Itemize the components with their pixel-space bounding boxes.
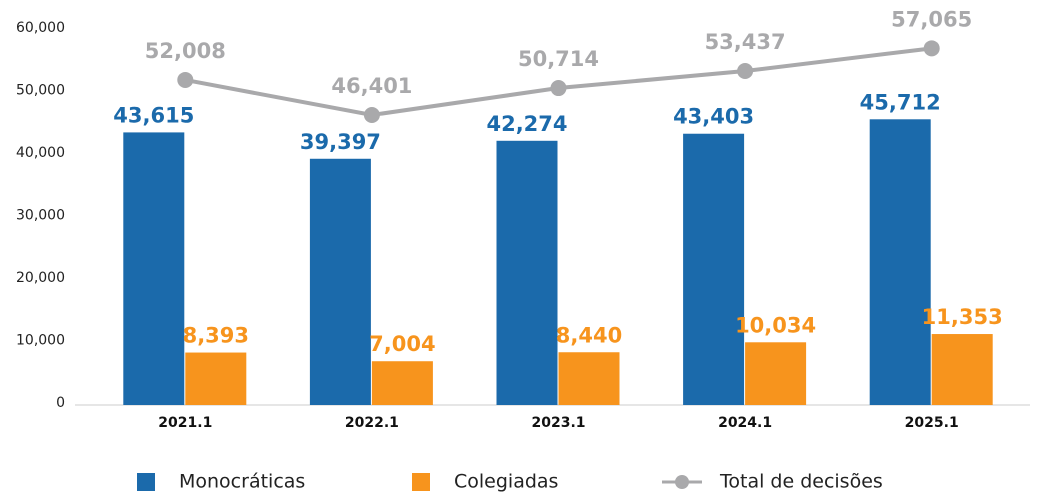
data-label: 42,274 — [486, 112, 567, 136]
bar — [185, 352, 247, 405]
bar — [309, 158, 371, 405]
x-tick-label: 2021.1 — [158, 415, 212, 431]
data-label: 52,008 — [145, 39, 226, 63]
bar — [931, 334, 993, 405]
data-label: 46,401 — [331, 74, 412, 98]
data-label: 43,615 — [113, 103, 194, 127]
legend-swatch — [137, 473, 155, 491]
data-label: 7,004 — [369, 332, 435, 356]
y-tick-label: 40,000 — [16, 145, 65, 161]
x-tick-label: 2023.1 — [531, 415, 585, 431]
data-label: 11,353 — [922, 305, 1003, 329]
legend-marker — [675, 475, 689, 489]
x-tick-label: 2025.1 — [905, 415, 959, 431]
line-point — [923, 40, 940, 57]
x-tick-label: 2022.1 — [345, 415, 399, 431]
legend-label: Monocráticas — [179, 471, 305, 493]
data-label: 50,714 — [518, 47, 599, 71]
line-point — [363, 106, 380, 123]
bar — [123, 132, 185, 405]
data-label: 39,397 — [300, 130, 381, 154]
line-point — [550, 80, 567, 97]
line-point — [177, 71, 194, 88]
bar — [683, 133, 745, 405]
bar — [869, 119, 931, 406]
data-label: 10,034 — [735, 313, 816, 337]
data-label: 57,065 — [891, 7, 972, 31]
data-label: 45,712 — [860, 90, 941, 114]
legend-swatch — [412, 473, 430, 491]
y-tick-label: 30,000 — [16, 208, 65, 224]
bar — [558, 352, 620, 405]
y-tick-label: 50,000 — [16, 83, 65, 99]
y-tick-label: 10,000 — [16, 333, 65, 349]
line-point — [737, 63, 754, 80]
data-label: 43,403 — [673, 105, 754, 129]
bar — [496, 140, 558, 405]
data-label: 8,393 — [183, 324, 249, 348]
x-tick-label: 2024.1 — [718, 415, 772, 431]
legend-label: Total de decisões — [719, 471, 883, 493]
y-tick-label: 20,000 — [16, 270, 65, 286]
bar — [745, 342, 807, 405]
y-tick-label: 0 — [56, 395, 65, 411]
data-label: 8,440 — [556, 323, 622, 347]
legend-label: Colegiadas — [454, 471, 558, 493]
bar — [371, 361, 433, 405]
y-tick-label: 60,000 — [16, 20, 65, 36]
data-label: 53,437 — [705, 30, 786, 54]
